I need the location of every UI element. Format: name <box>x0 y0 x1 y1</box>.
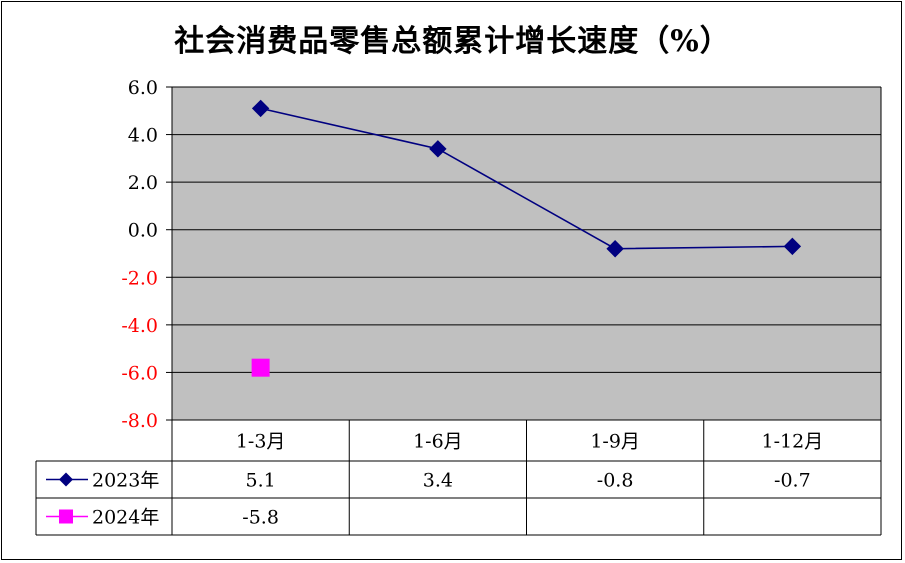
y-tick-label-6: -6.0 <box>121 362 158 384</box>
series-0-point-2 <box>606 240 624 258</box>
y-tick-label-1: 4.0 <box>128 125 158 147</box>
series-0-point-0 <box>251 99 270 118</box>
x-tick-label-3: 1-12月 <box>762 431 824 453</box>
x-tick-label-2: 1-9月 <box>590 431 640 453</box>
series-0-point-3 <box>783 237 802 256</box>
series-0-point-1 <box>429 140 447 158</box>
legend-marker-0 <box>59 472 73 487</box>
series-0-value-2: -0.8 <box>597 470 634 492</box>
series-0-value-0: 5.1 <box>246 470 276 492</box>
series-line-0 <box>260 107 793 250</box>
y-tick-label-4: -2.0 <box>121 267 158 289</box>
y-tick-label-3: 0.0 <box>128 220 158 242</box>
plot-area <box>172 87 881 420</box>
legend-marker-1 <box>59 509 73 524</box>
x-tick-label-0: 1-3月 <box>236 431 286 453</box>
x-tick-label-1: 1-6月 <box>413 431 463 453</box>
legend-label-1: 2024年 <box>92 507 159 529</box>
y-tick-label-5: -4.0 <box>121 315 158 337</box>
chart-title: 社会消费品零售总额累计增长速度（%） <box>174 24 731 59</box>
y-tick-label-0: 6.0 <box>128 77 158 99</box>
series-0-value-1: 3.4 <box>423 470 453 492</box>
y-tick-label-7: -8.0 <box>121 410 158 432</box>
series-1-point-0 <box>251 358 270 377</box>
series-0-value-3: -0.7 <box>774 470 811 492</box>
legend-label-0: 2023年 <box>92 470 159 492</box>
series-1-value-0: -5.8 <box>242 507 279 529</box>
y-tick-label-2: 2.0 <box>128 172 158 194</box>
